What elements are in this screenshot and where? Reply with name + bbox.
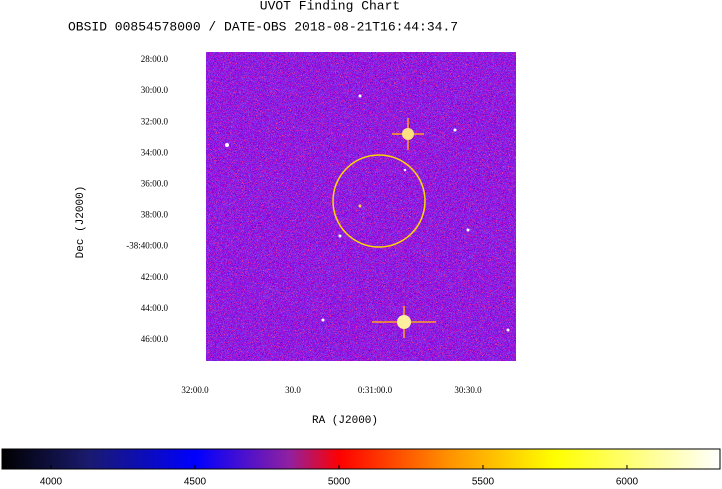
y-tick-label: 30:00.0: [141, 85, 169, 95]
stars: [225, 94, 510, 332]
star: [358, 94, 362, 98]
star: [466, 228, 470, 232]
y-tick-label: -38:40:00.0: [126, 241, 168, 251]
ticks: 28:00.0 30:00.0 32:00.0 34:00.0 36:00.0 38:00…: [40, 54, 639, 488]
star-core: [402, 128, 414, 140]
y-tick-label: 34:00.0: [141, 147, 169, 157]
y-tick-label: 42:00.0: [141, 272, 169, 282]
y-tick-label: 28:00.0: [141, 54, 169, 64]
colorbar-tick-label: 4500: [184, 477, 207, 488]
sky-image: [206, 52, 516, 361]
star: [358, 204, 362, 208]
star: [506, 328, 510, 332]
y-tick-label: 44:00.0: [141, 303, 169, 313]
x-tick-label: 30:30.0: [454, 385, 482, 395]
star: [338, 234, 342, 238]
subtitle: OBSID 00854578000 / DATE-OBS 2018-08-21T…: [68, 19, 458, 34]
star: [403, 168, 407, 172]
y-tick-label: 32:00.0: [141, 116, 169, 126]
y-tick-label: 46:00.0: [141, 334, 169, 344]
x-tick-label: 32:00.0: [181, 385, 209, 395]
bright-star: [372, 306, 436, 338]
x-tick-label: 30.0: [285, 385, 301, 395]
colorbar-tick-label: 5000: [328, 477, 351, 488]
star: [453, 128, 457, 132]
target-circle: [332, 154, 426, 248]
bright-star: [392, 118, 424, 150]
star-core: [397, 315, 411, 329]
colorbar: [1, 448, 721, 470]
colorbar-tick-label: 5500: [472, 477, 495, 488]
y-tick-label: 36:00.0: [141, 178, 169, 188]
x-axis-label: RA (J2000): [312, 415, 378, 427]
y-tick-label: 38:00.0: [141, 210, 169, 220]
y-axis-label: Dec (J2000): [75, 186, 87, 259]
star: [225, 143, 229, 147]
colorbar-tick-label: 6000: [616, 477, 639, 488]
star: [321, 318, 325, 322]
colorbar-tick-label: 4000: [40, 477, 63, 488]
title: UVOT Finding Chart: [260, 0, 400, 13]
x-tick-label: 0:31:00.0: [358, 385, 393, 395]
